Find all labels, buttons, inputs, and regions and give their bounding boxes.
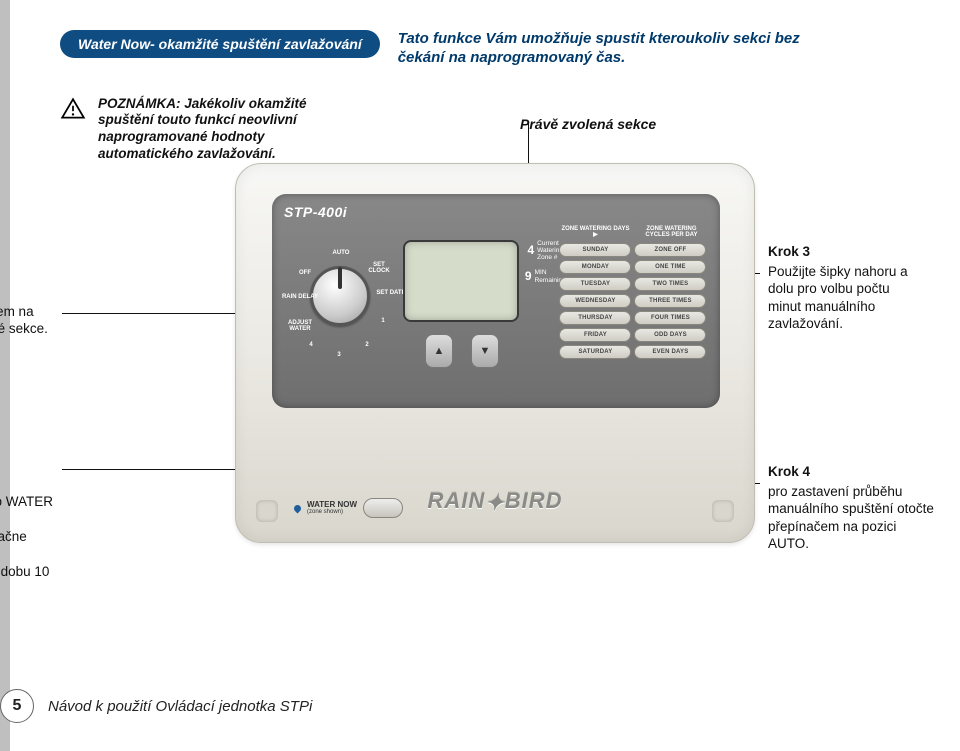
step-4-title: Krok 4	[768, 463, 938, 481]
dial-zone: AUTO OFF SET CLOCK SET DATE RAIN DELAY A…	[284, 226, 395, 396]
model-label: STP-400i	[284, 204, 708, 220]
cycle-button[interactable]: ODD DAYS	[634, 328, 706, 342]
lcd-screen	[403, 240, 519, 322]
section-badge: Water Now- okamžité spuštění zavlažování	[60, 30, 380, 58]
zone-buttons-column: ZONE WATERING DAYS ▶ ZONE WATERING CYCLE…	[559, 226, 708, 396]
page-number: 5	[0, 689, 34, 723]
cycle-button[interactable]: THREE TIMES	[634, 294, 706, 308]
dial-label-4: 4	[306, 342, 316, 348]
header-row: Water Now- okamžité spuštění zavlažování…	[60, 30, 920, 68]
controller-device: STP-400i AUTO OFF SET CLOCK SET DATE RAI…	[235, 163, 755, 543]
step-3-title: Krok 3	[768, 243, 918, 261]
arrow-buttons: ▲ ▼	[425, 334, 499, 368]
step-2: Krok 2 Stiskněte tlačítko WATER NOW. Zvo…	[0, 473, 80, 598]
step-1-title: Krok 1	[0, 283, 60, 301]
warning-icon	[60, 96, 86, 122]
page-footer: 5 Návod k použití Ovládací jednotka STPi	[0, 689, 312, 723]
selected-section-label: Právě zvolená sekce	[520, 116, 656, 132]
note-text: POZNÁMKA: Jakékoliv okamžité spuštění to…	[98, 96, 358, 164]
footer-title: Návod k použití Ovládací jednotka STPi	[48, 698, 312, 715]
manual-page: Water Now- okamžité spuštění zavlažování…	[0, 0, 960, 751]
zone-days-header: ZONE WATERING DAYS ▶	[559, 226, 631, 239]
step-2-text: Stiskněte tlačítko WATER NOW. Zvolená se…	[0, 494, 53, 597]
step-4-text: pro zastavení průběhu manuálního spuštěn…	[768, 484, 934, 552]
dial-label-1: 1	[378, 318, 388, 324]
step-1: Krok 1 Otočte přepínačem na číslo požado…	[0, 283, 60, 338]
step-3-text: Použijte šipky nahoru a dolu pro volbu p…	[768, 264, 908, 332]
control-panel: STP-400i AUTO OFF SET CLOCK SET DATE RAI…	[272, 194, 720, 408]
dial-label-2: 2	[362, 342, 372, 348]
brand-logo: RAIN✦BIRD	[236, 488, 754, 514]
dial-label-adjust-water: ADJUST WATER	[280, 320, 320, 332]
day-button[interactable]: THURSDAY	[559, 311, 631, 325]
step-4: Krok 4 pro zastavení průběhu manuálního …	[768, 463, 938, 553]
cycle-button[interactable]: ZONE OFF	[634, 243, 706, 257]
step-1-text: Otočte přepínačem na číslo požadované se…	[0, 304, 48, 337]
day-button[interactable]: SUNDAY	[559, 243, 631, 257]
zone-button-grid: SUNDAYZONE OFFMONDAYONE TIMETUESDAYTWO T…	[559, 243, 708, 359]
step-3: Krok 3 Použijte šipky nahoru a dolu pro …	[768, 243, 918, 333]
zone-cycles-header: ZONE WATERING CYCLES PER DAY	[635, 226, 707, 239]
day-button[interactable]: WEDNESDAY	[559, 294, 631, 308]
arrow-down-button[interactable]: ▼	[471, 334, 499, 368]
diagram-area: Krok 1 Otočte přepínačem na číslo požado…	[60, 173, 920, 613]
day-button[interactable]: FRIDAY	[559, 328, 631, 342]
day-button[interactable]: SATURDAY	[559, 345, 631, 359]
dial-label-off: OFF	[288, 270, 322, 276]
dial-label-auto: AUTO	[324, 250, 358, 256]
note-row: POZNÁMKA: Jakékoliv okamžité spuštění to…	[60, 96, 920, 164]
dial-label-3: 3	[334, 352, 344, 358]
dial-label-rain-delay: RAIN DELAY	[280, 294, 320, 300]
dial-label-set-clock: SET CLOCK	[362, 262, 396, 274]
section-description: Tato funkce Vám umožňuje spustit kterouk…	[398, 30, 828, 68]
cycle-button[interactable]: ONE TIME	[634, 260, 706, 274]
cycle-button[interactable]: TWO TIMES	[634, 277, 706, 291]
cycle-button[interactable]: FOUR TIMES	[634, 311, 706, 325]
lcd-column: 4Current Watering Zone # 9MINRemaining ▲…	[403, 226, 552, 396]
step-2-title: Krok 2	[0, 473, 80, 491]
day-button[interactable]: TUESDAY	[559, 277, 631, 291]
day-button[interactable]: MONDAY	[559, 260, 631, 274]
cycle-button[interactable]: EVEN DAYS	[634, 345, 706, 359]
zone-headers: ZONE WATERING DAYS ▶ ZONE WATERING CYCLE…	[559, 226, 708, 239]
arrow-up-button[interactable]: ▲	[425, 334, 453, 368]
